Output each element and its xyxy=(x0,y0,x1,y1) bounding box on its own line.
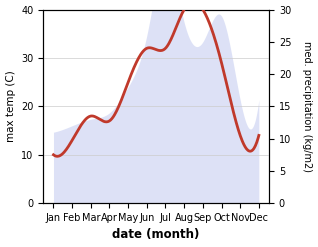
X-axis label: date (month): date (month) xyxy=(113,228,200,242)
Y-axis label: med. precipitation (kg/m2): med. precipitation (kg/m2) xyxy=(302,41,313,172)
Y-axis label: max temp (C): max temp (C) xyxy=(5,70,16,142)
